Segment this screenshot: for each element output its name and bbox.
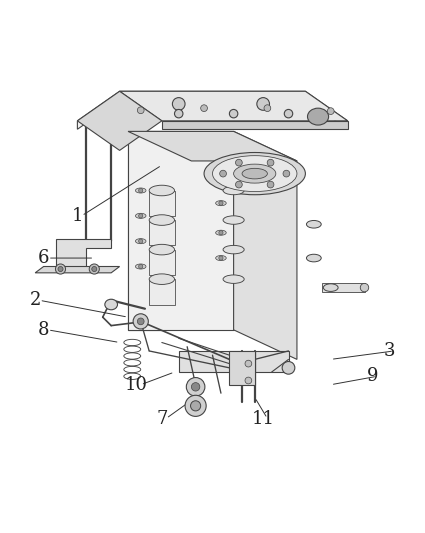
Polygon shape [56, 239, 111, 266]
Circle shape [219, 256, 223, 260]
Polygon shape [149, 220, 175, 245]
Circle shape [282, 361, 295, 374]
Polygon shape [149, 279, 175, 304]
Ellipse shape [223, 245, 244, 254]
Ellipse shape [308, 108, 329, 125]
Ellipse shape [215, 200, 226, 206]
Circle shape [137, 107, 144, 114]
Polygon shape [119, 91, 348, 121]
Ellipse shape [136, 188, 146, 193]
Circle shape [230, 109, 238, 118]
Circle shape [267, 181, 274, 188]
Ellipse shape [306, 254, 321, 262]
Ellipse shape [306, 221, 321, 228]
Ellipse shape [223, 216, 244, 224]
Polygon shape [128, 132, 234, 330]
Polygon shape [149, 249, 175, 275]
Ellipse shape [212, 156, 297, 191]
Polygon shape [149, 190, 175, 216]
Polygon shape [179, 351, 289, 372]
Ellipse shape [215, 230, 226, 235]
Ellipse shape [136, 239, 146, 244]
Ellipse shape [215, 255, 226, 261]
Text: 9: 9 [367, 367, 379, 385]
Circle shape [201, 105, 207, 111]
Ellipse shape [360, 284, 369, 292]
Text: 7: 7 [156, 409, 167, 427]
Ellipse shape [105, 299, 117, 310]
Text: 3: 3 [384, 342, 396, 360]
Text: 11: 11 [252, 409, 275, 427]
Ellipse shape [149, 185, 175, 196]
Ellipse shape [223, 186, 244, 195]
Circle shape [190, 401, 201, 411]
Circle shape [327, 108, 334, 115]
Ellipse shape [149, 274, 175, 285]
Circle shape [245, 360, 252, 367]
Ellipse shape [234, 164, 276, 183]
Ellipse shape [149, 244, 175, 255]
Text: 8: 8 [38, 321, 49, 339]
Circle shape [284, 109, 293, 118]
Circle shape [257, 98, 269, 110]
Ellipse shape [323, 284, 338, 292]
Polygon shape [128, 132, 297, 161]
Circle shape [235, 181, 242, 188]
Polygon shape [162, 121, 348, 130]
Circle shape [235, 159, 242, 166]
Circle shape [139, 239, 143, 243]
Circle shape [175, 109, 183, 118]
Polygon shape [77, 91, 348, 130]
Circle shape [264, 105, 271, 111]
Circle shape [283, 170, 290, 177]
Circle shape [219, 231, 223, 235]
Circle shape [191, 383, 200, 391]
Circle shape [186, 377, 205, 396]
Polygon shape [230, 351, 255, 385]
Text: 1: 1 [72, 207, 83, 225]
Ellipse shape [136, 213, 146, 219]
Ellipse shape [242, 168, 267, 179]
Circle shape [92, 266, 97, 272]
Circle shape [173, 98, 185, 110]
Circle shape [267, 159, 274, 166]
Circle shape [58, 266, 63, 272]
Ellipse shape [204, 152, 306, 195]
Ellipse shape [149, 215, 175, 225]
Circle shape [139, 214, 143, 218]
Circle shape [139, 188, 143, 192]
Circle shape [137, 318, 144, 325]
Circle shape [55, 264, 65, 274]
Circle shape [133, 314, 148, 329]
Polygon shape [322, 284, 365, 292]
Ellipse shape [223, 275, 244, 284]
Circle shape [219, 201, 223, 205]
Polygon shape [128, 132, 162, 330]
Ellipse shape [136, 264, 146, 269]
Text: 6: 6 [38, 249, 49, 267]
Circle shape [245, 377, 252, 384]
Text: 10: 10 [125, 376, 148, 394]
Circle shape [185, 395, 206, 416]
Text: 2: 2 [29, 291, 41, 309]
Polygon shape [234, 132, 297, 359]
Polygon shape [35, 266, 119, 273]
Circle shape [89, 264, 99, 274]
Circle shape [139, 264, 143, 269]
Polygon shape [77, 91, 162, 150]
Circle shape [220, 170, 227, 177]
